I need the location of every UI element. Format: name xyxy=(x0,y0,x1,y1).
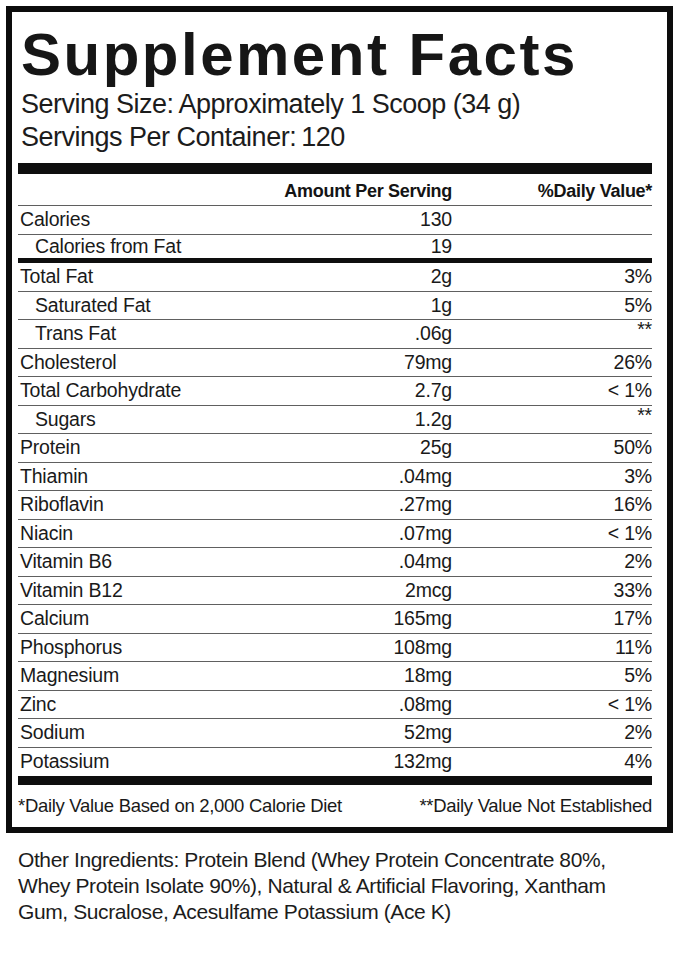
fact-row: Sugars 1.2g ** xyxy=(18,406,652,435)
row-daily-value-cell: 50% xyxy=(452,436,652,459)
row-name-cell: Vitamin B6 xyxy=(18,550,282,573)
row-daily-value-cell: 33% xyxy=(452,579,652,602)
row-amount-cell: .04mg xyxy=(282,550,452,573)
fact-row: Calories from Fat 19 xyxy=(18,235,652,264)
row-amount-cell: 18mg xyxy=(282,664,452,687)
row-name-cell: Niacin xyxy=(18,522,282,545)
row-name-cell: Saturated Fat xyxy=(18,294,282,317)
row-amount-cell: 108mg xyxy=(282,636,452,659)
row-daily-value-cell: 3% xyxy=(452,265,652,288)
row-daily-value-cell: 4% xyxy=(452,750,652,773)
row-amount-cell: 1.2g xyxy=(282,408,452,431)
serving-size-label: Serving Size: xyxy=(21,89,174,119)
row-name-cell: Thiamin xyxy=(18,465,282,488)
fact-row: Riboflavin .27mg 16% xyxy=(18,491,652,520)
row-amount-cell: 2g xyxy=(282,265,452,288)
fact-row: Zinc .08mg < 1% xyxy=(18,691,652,720)
row-amount-cell: 19 xyxy=(282,235,452,258)
fact-row: Trans Fat .06g ** xyxy=(18,320,652,349)
fact-row: Thiamin .04mg 3% xyxy=(18,463,652,492)
row-amount-cell: .07mg xyxy=(282,522,452,545)
row-name-cell: Calories from Fat xyxy=(18,235,282,258)
row-name-cell: Sodium xyxy=(18,721,282,744)
servings-per-container-label: Servings Per Container: xyxy=(21,122,296,152)
fact-row: Sodium 52mg 2% xyxy=(18,719,652,748)
footnote-row: *Daily Value Based on 2,000 Calorie Diet… xyxy=(18,785,652,827)
row-name-cell: Protein xyxy=(18,436,282,459)
row-amount-cell: 2mcg xyxy=(282,579,452,602)
row-name-cell: Riboflavin xyxy=(18,493,282,516)
row-daily-value-cell: 5% xyxy=(452,664,652,687)
fact-row: Protein 25g 50% xyxy=(18,434,652,463)
row-daily-value-cell: 26% xyxy=(452,351,652,374)
row-name-cell: Magnesium xyxy=(18,664,282,687)
other-ingredients-paragraph: Other Ingredients: Protein Blend (Whey P… xyxy=(18,847,658,925)
serving-size-line: Serving Size:Approximately 1 Scoop (34 g… xyxy=(21,88,652,121)
fact-row: Vitamin B12 2mcg 33% xyxy=(18,577,652,606)
row-amount-cell: 130 xyxy=(282,208,452,231)
row-amount-cell: 25g xyxy=(282,436,452,459)
supplement-facts-panel: Supplement Facts Serving Size:Approximat… xyxy=(6,6,673,833)
fact-row: Calcium 165mg 17% xyxy=(18,605,652,634)
row-daily-value-cell: < 1% xyxy=(452,379,652,402)
row-name-cell: Calories xyxy=(18,208,282,231)
row-daily-value-cell: < 1% xyxy=(452,522,652,545)
row-daily-value-cell: ** xyxy=(452,322,652,345)
fact-row: Magnesium 18mg 5% xyxy=(18,662,652,691)
row-name-cell: Total Carbohydrate xyxy=(18,379,282,402)
serving-size-value: Approximately 1 Scoop (34 g) xyxy=(179,89,521,119)
row-amount-cell: 52mg xyxy=(282,721,452,744)
daily-value-footnote: *Daily Value Based on 2,000 Calorie Diet xyxy=(18,794,342,818)
daily-value-header: %Daily Value* xyxy=(452,181,652,202)
row-name-cell: Sugars xyxy=(18,408,282,431)
row-name-cell: Total Fat xyxy=(18,265,282,288)
row-daily-value-cell: 2% xyxy=(452,721,652,744)
row-name-cell: Phosphorus xyxy=(18,636,282,659)
row-name-cell: Trans Fat xyxy=(18,322,282,345)
servings-per-container-value: 120 xyxy=(301,122,345,152)
row-daily-value-cell: < 1% xyxy=(452,693,652,716)
fact-row: Total Carbohydrate 2.7g < 1% xyxy=(18,377,652,406)
row-amount-cell: .06g xyxy=(282,322,452,345)
facts-rows: Calories 130 Calories from Fat 19 Total … xyxy=(18,206,652,776)
row-daily-value-cell: 3% xyxy=(452,465,652,488)
fact-row: Saturated Fat 1g 5% xyxy=(18,292,652,321)
row-daily-value-cell: 11% xyxy=(452,636,652,659)
row-name-cell: Zinc xyxy=(18,693,282,716)
row-name-cell: Calcium xyxy=(18,607,282,630)
thick-divider-bottom xyxy=(18,776,652,785)
fact-row: Niacin .07mg < 1% xyxy=(18,520,652,549)
facts-header-row: Amount Per Serving %Daily Value* xyxy=(18,174,652,206)
fact-row: Vitamin B6 .04mg 2% xyxy=(18,548,652,577)
row-daily-value-cell: 17% xyxy=(452,607,652,630)
fact-row: Total Fat 2g 3% xyxy=(18,263,652,292)
fact-row: Cholesterol 79mg 26% xyxy=(18,349,652,378)
row-amount-cell: 79mg xyxy=(282,351,452,374)
thick-divider-top xyxy=(18,163,652,174)
row-amount-cell: .27mg xyxy=(282,493,452,516)
row-name-cell: Cholesterol xyxy=(18,351,282,374)
row-amount-cell: .08mg xyxy=(282,693,452,716)
panel-title: Supplement Facts xyxy=(21,24,652,86)
servings-per-container-line: Servings Per Container:120 xyxy=(21,121,652,154)
row-amount-cell: 165mg xyxy=(282,607,452,630)
row-amount-cell: .04mg xyxy=(282,465,452,488)
row-amount-cell: 132mg xyxy=(282,750,452,773)
fact-row: Calories 130 xyxy=(18,206,652,235)
row-amount-cell: 1g xyxy=(282,294,452,317)
row-daily-value-cell: 2% xyxy=(452,550,652,573)
not-established-footnote: **Daily Value Not Established xyxy=(419,794,652,818)
row-name-cell: Potassium xyxy=(18,750,282,773)
row-name-cell: Vitamin B12 xyxy=(18,579,282,602)
row-daily-value-cell: 16% xyxy=(452,493,652,516)
fact-row: Phosphorus 108mg 11% xyxy=(18,634,652,663)
row-amount-cell: 2.7g xyxy=(282,379,452,402)
amount-per-serving-header: Amount Per Serving xyxy=(282,181,452,202)
row-daily-value-cell: 5% xyxy=(452,294,652,317)
fact-row: Potassium 132mg 4% xyxy=(18,748,652,777)
row-daily-value-cell: ** xyxy=(452,408,652,431)
